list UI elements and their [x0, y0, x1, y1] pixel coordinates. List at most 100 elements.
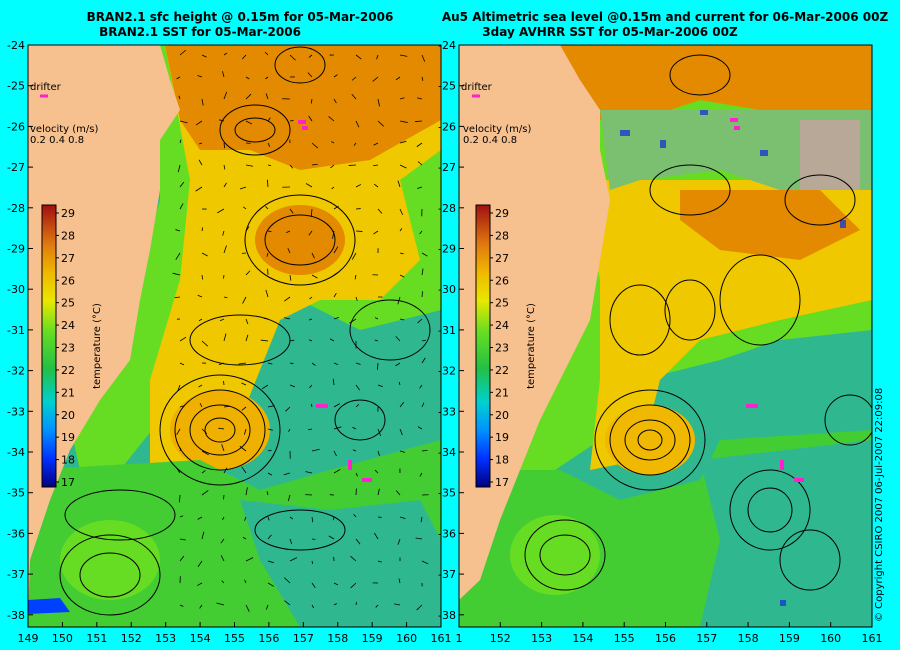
- y-tick-label: -28: [438, 202, 456, 215]
- x-tick-label: 153: [531, 632, 552, 645]
- velocity-arrow: [245, 226, 250, 232]
- x-tick-label: 150: [52, 632, 73, 645]
- velocity-arrow: [373, 532, 379, 540]
- velocity-arrow: [174, 296, 181, 299]
- colorbar-tick-label: 21: [61, 386, 75, 399]
- x-tick-label: 154: [190, 632, 211, 645]
- velocity-arrow: [421, 560, 429, 565]
- velocity-arrow: [372, 76, 379, 82]
- velocity-arrow: [223, 405, 230, 408]
- velocity-arrow: [311, 163, 318, 166]
- y-tick-label: -33: [438, 405, 456, 418]
- velocity-arrow: [267, 405, 275, 408]
- velocity-arrow: [241, 54, 247, 60]
- velocity-arrow: [355, 296, 358, 301]
- velocity-arrow: [421, 357, 426, 364]
- velocity-arrow: [267, 472, 273, 476]
- velocity-arrow: [349, 318, 357, 324]
- left-drifter-tracks: [298, 120, 372, 482]
- velocity-arrow: [201, 252, 208, 257]
- velocity-arrow: [419, 384, 423, 389]
- velocity-arrow: [415, 537, 423, 540]
- velocity-arrow: [399, 228, 403, 232]
- velocity-arrow: [305, 471, 313, 474]
- velocity-arrow: [176, 76, 181, 80]
- velocity-arrow: [417, 426, 423, 430]
- velocity-arrow: [241, 466, 247, 474]
- right-sea-level-contours: [524, 54, 872, 591]
- velocity-arrow: [377, 450, 380, 457]
- velocity-arrow: [201, 54, 207, 58]
- velocity-arrow: [333, 469, 341, 474]
- velocity-arrow: [289, 164, 294, 169]
- velocity-arrow: [374, 339, 379, 342]
- velocity-arrow: [179, 120, 188, 124]
- y-tick-label: -32: [7, 365, 25, 378]
- velocity-arrow: [289, 516, 294, 520]
- velocity-arrow: [179, 447, 182, 452]
- velocity-arrow: [265, 206, 269, 210]
- velocity-arrow: [399, 164, 407, 169]
- velocity-arrow: [245, 487, 248, 496]
- velocity-arrow: [245, 164, 254, 167]
- velocity-arrow: [221, 580, 225, 584]
- velocity-arrow: [261, 384, 269, 390]
- velocity-arrow: [179, 336, 187, 342]
- y-tick-label: -31: [7, 324, 25, 337]
- y-tick-label: -24: [7, 39, 25, 52]
- velocity-arrow: [266, 252, 269, 257]
- velocity-arrow: [417, 161, 423, 166]
- y-tick-label: -32: [438, 365, 456, 378]
- velocity-arrow: [351, 76, 357, 81]
- colorbar-tick-label: 23: [495, 342, 509, 355]
- velocity-arrow: [285, 406, 291, 412]
- velocity-arrow: [310, 208, 313, 217]
- velocity-arrow: [399, 274, 405, 278]
- velocity-arrow: [352, 449, 357, 452]
- velocity-arrow: [308, 428, 313, 431]
- velocity-arrow: [201, 450, 209, 456]
- colorbar-tick-label: 18: [495, 454, 509, 467]
- velocity-arrow: [267, 230, 272, 233]
- velocity-arrow: [267, 582, 275, 587]
- velocity-arrow: [239, 445, 247, 452]
- y-tick-label: -29: [438, 243, 456, 256]
- velocity-arrow: [399, 97, 405, 100]
- left-colorbar-label: temperature (°C): [92, 303, 103, 389]
- velocity-arrow: [373, 142, 379, 146]
- velocity-arrow: [308, 318, 313, 321]
- velocity-arrow: [421, 402, 425, 408]
- velocity-arrow: [284, 296, 291, 302]
- x-tick-label: 158: [738, 632, 759, 645]
- velocity-arrow: [179, 362, 185, 366]
- velocity-arrow: [264, 51, 269, 56]
- velocity-arrow: [311, 252, 315, 259]
- colorbar-tick-label: 20: [61, 409, 75, 422]
- velocity-arrow: [416, 604, 423, 611]
- velocity-arrow: [197, 75, 203, 78]
- velocity-arrow: [179, 203, 184, 210]
- velocity-arrow: [333, 317, 340, 320]
- velocity-arrow: [238, 362, 247, 365]
- velocity-arrow: [267, 534, 272, 540]
- velocity-arrow: [421, 291, 423, 298]
- velocity-arrow: [397, 296, 401, 305]
- velocity-arrow: [260, 339, 269, 342]
- velocity-arrow: [416, 142, 423, 148]
- velocity-arrow: [241, 382, 247, 386]
- velocity-arrow: [245, 604, 250, 612]
- velocity-arrow: [355, 404, 360, 408]
- y-tick-label: -28: [7, 202, 25, 215]
- velocity-arrow: [289, 339, 295, 342]
- velocity-arrow: [265, 289, 269, 298]
- velocity-arrow: [333, 582, 339, 586]
- left-velocity-arrows: [172, 49, 429, 612]
- velocity-arrow: [195, 120, 203, 126]
- x-tick-label: 161: [862, 632, 883, 645]
- velocity-arrow: [284, 577, 291, 584]
- velocity-arrow: [377, 362, 379, 370]
- velocity-arrow: [197, 560, 203, 568]
- velocity-arrow: [201, 274, 204, 280]
- colorbar-tick-label: 21: [495, 386, 509, 399]
- colorbar-tick-label: 29: [61, 207, 75, 220]
